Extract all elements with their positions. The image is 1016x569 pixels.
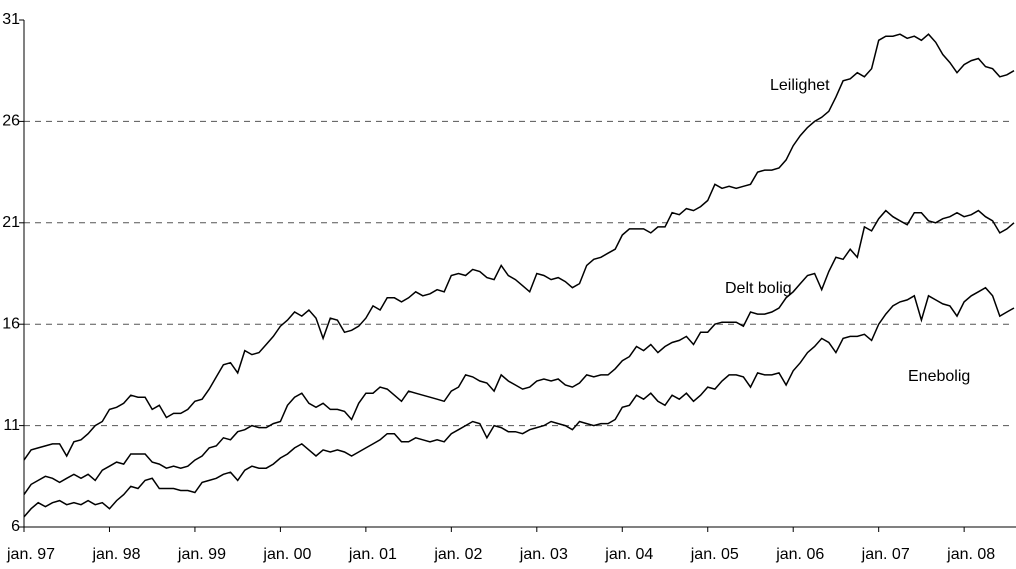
x-tick-label: jan. 08 [946,546,995,563]
series-line [23,209,1015,496]
y-tick-label: 16 [2,315,20,332]
x-tick-label: jan. 01 [348,546,397,563]
series-line [23,33,1015,461]
x-tick-label: jan. 99 [177,546,226,563]
x-tick-label: jan. 04 [604,546,653,563]
x-tick-label: jan. 07 [861,546,910,563]
x-tick-label: jan. 98 [91,546,140,563]
series-label: Delt bolig [725,280,792,297]
series-line [23,286,1015,518]
x-tick-label: jan. 02 [433,546,482,563]
y-tick-label: 26 [2,113,20,130]
x-tick-label: jan. 06 [775,546,824,563]
series-label: Leilighet [770,77,830,94]
x-tick-label: jan. 00 [262,546,311,563]
y-tick-label: 31 [2,11,20,28]
x-tick-label: jan. 05 [690,546,739,563]
x-tick-label: jan. 97 [6,546,55,563]
y-tick-label: 21 [2,214,20,231]
y-tick-label: 6 [11,518,20,535]
x-tick-label: jan. 03 [519,546,568,563]
series-label: Enebolig [908,368,970,385]
y-tick-label: 11 [3,417,20,434]
